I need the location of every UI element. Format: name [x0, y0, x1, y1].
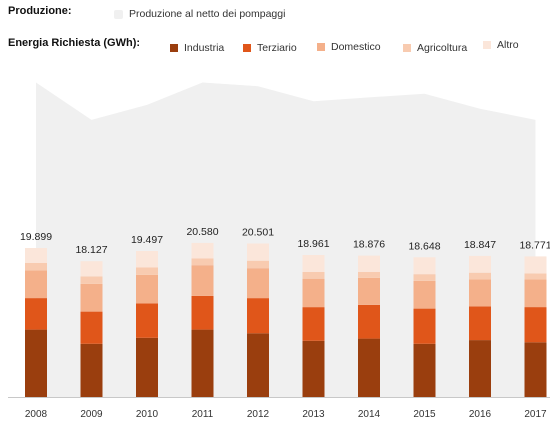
bar-altro-2016 [469, 255, 491, 273]
bar-domestico-2008 [25, 270, 47, 299]
year-label-2014: 2014 [358, 409, 381, 420]
legend-item-domestico: Domestico [317, 41, 381, 53]
legend-item-produzione: Produzione al netto dei pompaggi [114, 8, 285, 20]
year-label-2017: 2017 [524, 409, 547, 420]
bar-domestico-2011 [191, 265, 214, 296]
bar-industria-2017 [524, 342, 547, 397]
bar-domestico-2010 [136, 274, 158, 304]
legend-item-industria: Industria [170, 42, 224, 54]
produzione-label: Produzione: [8, 5, 72, 17]
legend-item-terziario: Terziario [243, 42, 297, 54]
year-label-2011: 2011 [192, 409, 214, 420]
bar-terziario-2014 [358, 304, 380, 339]
year-label-2012: 2012 [247, 409, 270, 420]
bar-agricoltura-2008 [25, 262, 47, 271]
bar-agricoltura-2013 [302, 271, 325, 279]
total-label-2009: 18.127 [75, 244, 107, 256]
year-label-2016: 2016 [469, 409, 492, 420]
legend-swatch-domestico [317, 43, 325, 51]
year-label-2008: 2008 [25, 409, 48, 420]
bar-industria-2012 [247, 333, 269, 397]
bar-industria-2014 [358, 338, 380, 397]
total-label-2015: 18.648 [408, 240, 440, 252]
legend-item-altro: Altro [483, 39, 519, 51]
bar-altro-2009 [80, 261, 103, 277]
legend-label-domestico: Domestico [331, 41, 381, 53]
bar-industria-2011 [191, 329, 214, 397]
legend-swatch-altro [483, 41, 491, 49]
bar-agricoltura-2011 [191, 258, 214, 266]
year-label-2010: 2010 [136, 409, 159, 420]
bar-terziario-2011 [191, 295, 214, 330]
total-label-2013: 18.961 [297, 238, 329, 250]
legend-label-agricoltura: Agricoltura [417, 42, 468, 54]
total-label-2012: 20.501 [242, 227, 274, 239]
legend-label-terziario: Terziario [257, 42, 297, 54]
bar-domestico-2013 [302, 278, 325, 308]
legend-label-industria: Industria [184, 42, 225, 54]
production-area [36, 82, 536, 397]
bar-agricoltura-2015 [413, 274, 436, 281]
total-label-2016: 18.847 [464, 239, 496, 251]
bar-terziario-2017 [524, 307, 547, 343]
legend-swatch-terziario [243, 44, 251, 52]
legend-swatch-industria [170, 44, 178, 52]
bar-domestico-2014 [358, 277, 380, 305]
bar-terziario-2013 [302, 307, 325, 341]
bar-domestico-2012 [247, 268, 269, 299]
bar-altro-2012 [247, 243, 269, 261]
bar-domestico-2015 [413, 280, 436, 309]
energia-label: Energia Richiesta (GWh): [8, 37, 141, 49]
bar-agricoltura-2016 [469, 272, 491, 280]
bar-agricoltura-2012 [247, 260, 269, 269]
legend-item-agricoltura: Agricoltura [403, 42, 467, 54]
bar-altro-2008 [25, 248, 47, 263]
bar-terziario-2012 [247, 298, 269, 334]
year-label-2009: 2009 [80, 409, 103, 420]
bar-altro-2017 [524, 256, 547, 274]
bar-industria-2010 [136, 337, 158, 397]
total-label-2017: 18.771 [519, 239, 550, 251]
year-label-2013: 2013 [302, 409, 325, 420]
year-label-2015: 2015 [413, 409, 436, 420]
bar-domestico-2016 [469, 279, 491, 307]
total-label-2014: 18.876 [353, 239, 385, 251]
bar-industria-2016 [469, 340, 491, 397]
bar-altro-2015 [413, 257, 436, 275]
bar-agricoltura-2010 [136, 267, 158, 275]
bar-agricoltura-2009 [80, 276, 103, 284]
bar-domestico-2017 [524, 279, 547, 308]
total-label-2008: 19.899 [20, 231, 52, 243]
bar-terziario-2010 [136, 303, 158, 338]
legend-label-produzione: Produzione al netto dei pompaggi [129, 8, 286, 20]
total-label-2010: 19.497 [131, 234, 163, 246]
bar-terziario-2009 [80, 311, 103, 344]
bar-terziario-2015 [413, 308, 436, 344]
legend-swatch-produzione [114, 9, 123, 19]
bar-terziario-2016 [469, 306, 491, 341]
bar-agricoltura-2017 [524, 273, 547, 280]
bar-industria-2013 [302, 340, 325, 397]
bar-domestico-2009 [80, 283, 103, 312]
legend-label-altro: Altro [497, 39, 519, 51]
bar-industria-2008 [25, 329, 47, 397]
bar-agricoltura-2014 [358, 271, 380, 278]
bar-altro-2010 [136, 251, 158, 268]
bar-terziario-2008 [25, 298, 47, 330]
total-label-2011: 20.580 [186, 226, 218, 238]
bar-altro-2011 [191, 242, 214, 259]
bar-altro-2013 [302, 255, 325, 272]
legend-swatch-agricoltura [403, 44, 411, 52]
bar-industria-2009 [80, 343, 103, 397]
bar-altro-2014 [358, 255, 380, 272]
bar-industria-2015 [413, 343, 436, 397]
